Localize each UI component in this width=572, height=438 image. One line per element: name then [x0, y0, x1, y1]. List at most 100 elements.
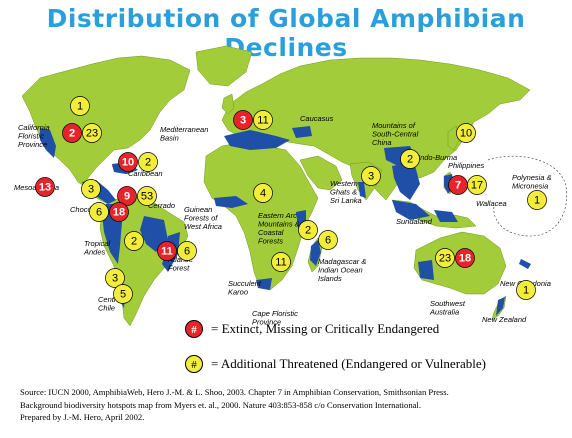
threatened-badge-b-madagascar: 6 — [318, 230, 338, 250]
threatened-badge-b-andes-yel: 6 — [89, 202, 109, 222]
hotspot-ghats — [358, 182, 366, 198]
extinct-badge-b-andes-red: 18 — [109, 202, 129, 222]
map-labels: California Floristic Province Mediterranean… — [14, 114, 552, 327]
badge-value: 2 — [407, 154, 413, 166]
badge-value: 13 — [39, 182, 51, 194]
threatened-badge-b-cerrado: 2 — [124, 231, 144, 251]
threatened-badge-b-meso-yel: 3 — [81, 179, 101, 199]
map-label-guinean: Guinean Forests of West Africa — [184, 205, 222, 231]
badge-value: 7 — [455, 180, 461, 192]
badge-value: 2 — [145, 157, 151, 169]
map-label-karoo: Succulent Karoo — [228, 279, 262, 297]
map-label-cerrado: Cerrado — [148, 201, 175, 210]
hotspot-madagascar — [310, 240, 321, 266]
map-label-eastern-arc: Eastern Arc Mountains & Coastal Forests — [258, 211, 300, 246]
badge-value: 1 — [77, 101, 83, 113]
badge-value: 2 — [131, 236, 137, 248]
threatened-badge-b-carib-yel: 2 — [138, 152, 158, 172]
badge-value: 17 — [471, 180, 483, 192]
hotspot-caucasus — [292, 126, 312, 138]
extinct-badge-b-atl-red: 11 — [157, 241, 177, 261]
source-line-1: Source: IUCN 2000, AmphibiaWeb, Hero J.-… — [20, 387, 449, 397]
threatened-badge-b-china-yel: 2 — [400, 149, 420, 169]
threatened-badge-b-eastarc: 2 — [298, 220, 318, 240]
threatened-badge-b-phil-yel: 17 — [467, 175, 487, 195]
threatened-badge-b-swaus-yel: 23 — [435, 248, 455, 268]
map-label-sw-australia: Southwest Australia — [429, 299, 466, 317]
badge-value: 18 — [459, 253, 471, 265]
threatened-badge-b-siberia: 10 — [456, 123, 476, 143]
badge-value: 6 — [184, 246, 190, 258]
map-label-sundaland: Sundaland — [396, 217, 433, 226]
hotspot-mediterranean — [224, 130, 290, 150]
extinct-badge-b-carib-red: 10 — [118, 152, 138, 172]
map-label-caribbean: Caribbean — [128, 169, 163, 178]
map-label-china: Mountains of South-Central China — [372, 121, 419, 147]
hotspot-new-caledonia — [519, 259, 531, 269]
land-british-isles — [221, 93, 235, 115]
source-line-2: Background biodiversity hotspots map fro… — [20, 399, 421, 410]
extinct-badge-b-swaus-red: 18 — [455, 248, 475, 268]
map-label-mediterranean: Mediterranean Basin — [160, 125, 208, 143]
hotspot-new-zealand — [496, 297, 505, 316]
extinct-badge-b-med-red: 3 — [233, 110, 253, 130]
threatened-badge-b-atl-yel: 6 — [177, 241, 197, 261]
badge-value: 11 — [275, 257, 286, 269]
map-label-polynesia: Polynesia & Micronesia — [512, 173, 552, 191]
legend-threatened-badge: # — [185, 355, 203, 373]
badge-value: 23 — [439, 253, 451, 265]
map-label-madagascar: Madagascar & Indian Ocean Islands — [318, 257, 366, 283]
badge-value: 53 — [141, 191, 153, 203]
map-label-california: California Floristic Province — [18, 123, 50, 149]
badge-value: 3 — [88, 184, 94, 196]
map-label-indoburma: Indo-Burma — [418, 153, 457, 162]
map-label-choco: Chocó — [70, 205, 92, 214]
extinct-badge-b-choco-red: 9 — [117, 186, 137, 206]
badge-value: 6 — [325, 235, 331, 247]
hotspot-guinea — [214, 196, 248, 208]
hotspot-indo-burma — [392, 162, 420, 200]
threatened-badge-b-calif-yel: 23 — [82, 123, 102, 143]
map-label-new-zealand: New Zealand — [482, 315, 527, 324]
source-line-3: Prepared by J.-M. Hero, April 2002. — [20, 412, 145, 422]
land-arabia — [299, 155, 343, 191]
badge-value: 6 — [96, 207, 102, 219]
threatened-badge-b-chile1: 3 — [105, 268, 125, 288]
threatened-badge-b-chile2: 5 — [113, 284, 133, 304]
threatened-badge-b-ghats: 3 — [361, 166, 381, 186]
badge-value: 3 — [112, 273, 118, 285]
land-eurasia — [221, 57, 531, 201]
hotspot-wallacea — [434, 210, 458, 222]
threatened-badge-b-cape: 11 — [271, 252, 291, 272]
legend-threatened-label: = Additional Threatened (Endangered or V… — [211, 356, 486, 371]
map-label-wallacea: Wallacea — [476, 199, 507, 208]
land-africa — [203, 141, 319, 291]
polynesia-outline — [487, 155, 567, 237]
badge-value: 18 — [113, 207, 125, 219]
map-title: Distribution of Global Amphibian Decline… — [46, 4, 526, 62]
hotspot-cape — [256, 278, 272, 290]
badge-value: 1 — [534, 195, 540, 207]
legend-extinct-label: = Extinct, Missing or Critically Endange… — [211, 321, 440, 336]
legend-extinct-badge: # — [185, 320, 203, 338]
badge-value: 2 — [69, 128, 75, 140]
hotspot-california — [40, 128, 56, 158]
badge-value: 1 — [523, 285, 529, 297]
badge-value: 11 — [257, 115, 268, 127]
badge-value: 10 — [122, 157, 134, 169]
map-label-chile: Central Chile — [98, 295, 123, 313]
threatened-badge-b-choco-yel: 53 — [137, 186, 157, 206]
land-greenland — [195, 45, 253, 87]
map-label-andes: Tropical Andes — [83, 239, 110, 257]
badge-value: 23 — [86, 128, 98, 140]
threatened-badge-b-polynesia: 1 — [527, 190, 547, 210]
map-label-cape: Cape Floristic Province — [252, 309, 298, 327]
land-north-america — [21, 55, 191, 187]
threatened-badge-b-guinea: 4 — [253, 183, 273, 203]
map-label-ghats: Western Ghats & Sri Lanka — [330, 179, 362, 205]
extinct-badge-b-meso-red: 13 — [35, 177, 55, 197]
hotspot-sw-australia — [418, 260, 434, 280]
